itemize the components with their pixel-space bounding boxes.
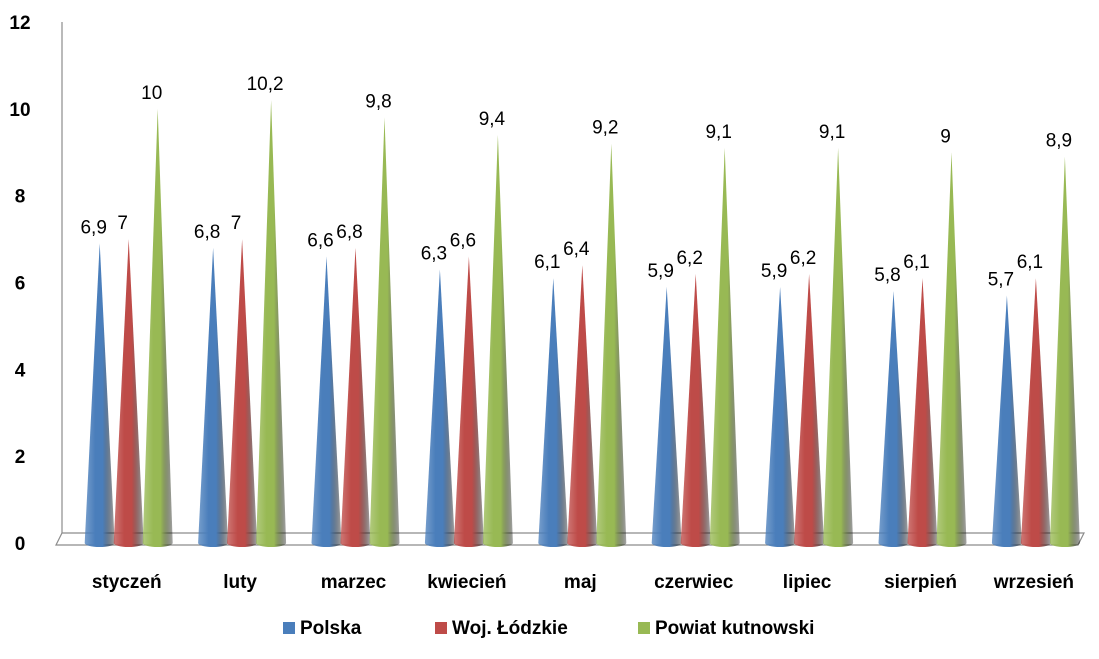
- data-label: 6,4: [563, 239, 590, 260]
- legend-label: Woj. Łódzkie: [452, 618, 568, 639]
- bar-cone: [907, 278, 938, 547]
- bar-cone: [596, 143, 627, 548]
- data-label: 8,9: [1046, 131, 1072, 152]
- bar-cone: [1049, 156, 1080, 547]
- y-axis-ticks: 0 2 4 6 8 10 12: [9, 13, 30, 555]
- chart-bars: [84, 100, 1080, 548]
- bar-cone: [311, 256, 342, 547]
- bar-cone: [567, 265, 598, 547]
- bar-cone: [878, 291, 909, 547]
- y-tick-label: 12: [9, 13, 30, 34]
- bar-cone: [369, 117, 400, 548]
- y-tick-label: 6: [15, 274, 26, 295]
- y-tick-label: 0: [15, 534, 26, 555]
- bar-cone: [991, 295, 1022, 547]
- y-tick-label: 4: [15, 360, 26, 381]
- bar-cone: [538, 278, 569, 547]
- bar-cone: [651, 286, 682, 547]
- data-label: 7: [231, 213, 242, 234]
- data-label: 9,2: [592, 118, 618, 139]
- x-tick-label: styczeń: [92, 572, 162, 593]
- legend-label: Polska: [300, 618, 362, 639]
- y-tick-label: 8: [15, 187, 26, 208]
- y-tick-label: 10: [9, 100, 30, 121]
- legend: Polska Woj. Łódzkie Powiat kutnowski: [283, 618, 814, 639]
- data-label: 9,1: [819, 122, 845, 143]
- bar-cone: [340, 247, 371, 547]
- bar-cone: [198, 247, 229, 547]
- bar-cone: [680, 273, 711, 547]
- bar-cone: [142, 108, 173, 547]
- x-tick-label: sierpień: [884, 572, 957, 593]
- data-label: 6,8: [336, 222, 362, 243]
- data-label: 6,8: [194, 222, 220, 243]
- data-label: 6,1: [1017, 252, 1043, 273]
- data-label: 6,9: [80, 217, 106, 238]
- data-label: 10: [141, 83, 162, 104]
- data-label: 9,8: [365, 92, 391, 113]
- data-label: 9,1: [705, 122, 731, 143]
- data-label: 9: [940, 126, 951, 147]
- x-tick-label: luty: [223, 572, 257, 593]
- bar-cone: [113, 239, 144, 547]
- x-tick-label: wrzesień: [993, 572, 1074, 593]
- data-label: 5,9: [647, 261, 673, 282]
- x-tick-label: czerwiec: [654, 572, 734, 593]
- bar-cone: [227, 239, 258, 548]
- bar-cone: [453, 256, 484, 547]
- data-label: 6,2: [790, 248, 816, 269]
- data-label: 10,2: [247, 74, 284, 95]
- data-label: 6,1: [903, 252, 929, 273]
- legend-swatch: [435, 622, 447, 634]
- bar-cone: [424, 269, 455, 547]
- data-label: 5,7: [988, 270, 1014, 291]
- legend-swatch: [638, 622, 650, 634]
- data-label: 6,2: [676, 248, 702, 269]
- x-axis-ticks: styczeń luty marzec kwiecień maj czerwiec lipi…: [92, 572, 1074, 593]
- bar-cone: [765, 286, 796, 547]
- legend-swatch: [283, 622, 295, 634]
- bar-cone: [256, 100, 287, 548]
- data-label: 9,4: [479, 109, 506, 130]
- bar-cone: [794, 273, 825, 547]
- data-label: 6,1: [534, 252, 560, 273]
- x-tick-label: lipiec: [783, 572, 832, 593]
- bar-cone: [709, 147, 740, 548]
- data-label: 6,6: [450, 230, 476, 251]
- data-label: 6,6: [307, 230, 333, 251]
- bar-cone: [936, 152, 967, 547]
- y-tick-label: 2: [15, 447, 26, 468]
- bar-cone: [1020, 278, 1051, 547]
- bar-cone: [823, 147, 854, 548]
- x-tick-label: maj: [564, 572, 597, 593]
- x-tick-label: kwiecień: [427, 572, 506, 593]
- bar-cone: [84, 243, 115, 548]
- data-label: 6,3: [421, 243, 447, 264]
- x-tick-label: marzec: [321, 572, 387, 593]
- data-label: 5,8: [874, 265, 900, 286]
- bar-cone: [482, 134, 513, 548]
- data-label: 7: [117, 213, 128, 234]
- legend-label: Powiat kutnowski: [655, 618, 814, 639]
- data-label: 5,9: [761, 261, 787, 282]
